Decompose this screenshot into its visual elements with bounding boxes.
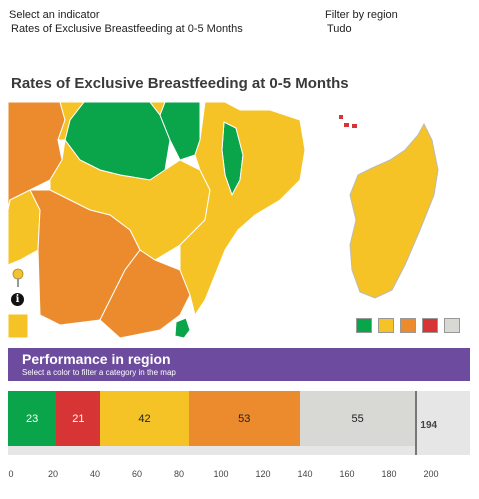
x-tick-label: 200 <box>423 469 439 479</box>
performance-subtitle: Select a color to filter a category in t… <box>22 368 176 377</box>
region-filter[interactable]: Filter by region Tudo <box>325 8 398 36</box>
x-tick-label: 20 <box>47 469 59 479</box>
indicator-dropdown[interactable]: Rates of Exclusive Breastfeeding at 0-5 … <box>11 23 243 35</box>
x-tick-label: 100 <box>213 469 229 479</box>
stacked-bar[interactable]: 23 21 42 53 55 194 <box>8 391 470 455</box>
indicator-label: Select an indicator <box>9 9 100 21</box>
legend-red[interactable] <box>422 318 438 333</box>
bar-segment-orange[interactable]: 53 <box>188 391 300 446</box>
x-tick-label: 60 <box>131 469 143 479</box>
total-line <box>415 391 418 455</box>
x-tick-label: 120 <box>255 469 271 479</box>
x-tick-label: 0 <box>8 469 14 479</box>
map-island <box>339 115 343 119</box>
legend-grey[interactable] <box>444 318 460 333</box>
info-icon[interactable]: i <box>11 293 24 306</box>
map-region <box>148 101 166 117</box>
performance-banner: Performance in region Select a color to … <box>8 348 470 381</box>
legend-green[interactable] <box>356 318 372 333</box>
map-region <box>99 249 191 339</box>
bar-segment-yellow[interactable]: 42 <box>100 391 189 446</box>
map-title: Rates of Exclusive Breastfeeding at 0-5 … <box>11 75 349 92</box>
legend-yellow[interactable] <box>378 318 394 333</box>
x-tick-label: 160 <box>339 469 355 479</box>
bar-segment-red[interactable]: 21 <box>56 391 101 446</box>
location-pin-icon[interactable] <box>12 268 24 288</box>
x-tick-label: 40 <box>89 469 101 479</box>
performance-title: Performance in region <box>22 351 171 367</box>
region-dropdown[interactable]: Tudo <box>327 23 352 35</box>
x-tick-label: 80 <box>173 469 185 479</box>
choropleth-map[interactable] <box>0 100 479 345</box>
bar-segment-grey[interactable]: 55 <box>299 391 416 446</box>
indicator-selector[interactable]: Select an indicator Rates of Exclusive B… <box>9 8 243 36</box>
map[interactable] <box>0 100 479 345</box>
x-tick-label: 140 <box>297 469 313 479</box>
map-island <box>352 124 357 128</box>
legend-orange[interactable] <box>400 318 416 333</box>
map-region <box>159 101 201 161</box>
map-region <box>349 122 439 299</box>
map-island <box>344 123 349 127</box>
x-tick-label: 180 <box>381 469 397 479</box>
map-legend[interactable] <box>356 318 460 333</box>
bar-segment-green[interactable]: 23 <box>8 391 57 446</box>
map-region <box>7 313 29 339</box>
performance-chart: 23 21 42 53 55 194 <box>8 391 470 455</box>
total-label: 194 <box>420 420 438 431</box>
map-region <box>179 101 306 317</box>
x-axis: 0 20 40 60 80 100 120 140 160 180 200 <box>0 459 479 499</box>
region-label: Filter by region <box>325 9 398 21</box>
map-region <box>174 317 191 339</box>
